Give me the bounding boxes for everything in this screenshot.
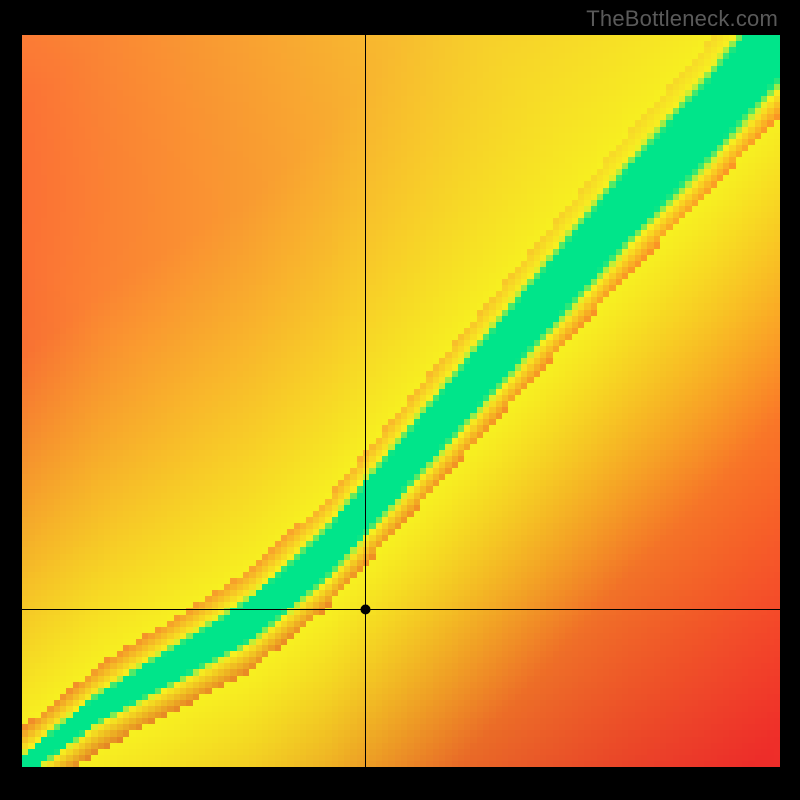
watermark-text: TheBottleneck.com [586,6,778,32]
heatmap-canvas [22,35,780,767]
bottleneck-heatmap [22,35,780,767]
